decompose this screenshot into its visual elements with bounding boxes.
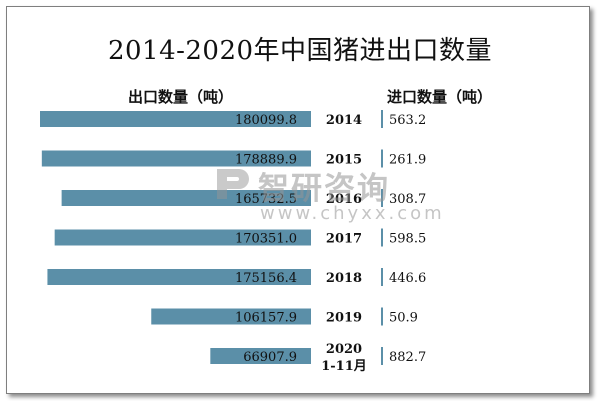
year-label: 2014 — [326, 113, 362, 128]
export-value-label: 66907.9 — [243, 350, 297, 365]
import-value-label: 50.9 — [389, 311, 418, 326]
year-label: 2020 1-11月 — [321, 342, 367, 374]
year-label: 2017 — [326, 232, 362, 247]
export-value-label: 165732.5 — [235, 192, 297, 207]
export-bar — [47, 269, 311, 285]
year-label: 2018 — [326, 271, 362, 286]
import-value-label: 598.5 — [389, 232, 426, 247]
chart-title: 2014-2020年中国猪进出口数量 — [107, 36, 493, 66]
export-bar — [40, 111, 311, 127]
export-value-label: 175156.4 — [235, 271, 297, 286]
year-label: 2016 — [326, 192, 362, 207]
export-bar — [210, 348, 311, 364]
import-header: 进口数量（吨） — [387, 88, 493, 106]
import-value-label: 261.9 — [389, 153, 426, 168]
export-bar — [151, 308, 311, 325]
export-value-label: 106157.9 — [235, 311, 297, 326]
year-label: 2015 — [326, 153, 362, 168]
export-value-label: 178889.9 — [235, 153, 297, 168]
export-bar — [41, 150, 312, 167]
export-bar — [54, 229, 312, 246]
export-header: 出口数量（吨） — [128, 88, 234, 106]
export-value-label: 180099.8 — [235, 113, 297, 128]
import-value-label: 563.2 — [389, 113, 426, 128]
import-value-label: 882.7 — [389, 350, 426, 365]
export-value-label: 170351.0 — [235, 232, 297, 247]
import-value-label: 308.7 — [389, 192, 426, 207]
year-label: 2019 — [326, 311, 362, 326]
import-value-label: 446.6 — [389, 271, 426, 286]
